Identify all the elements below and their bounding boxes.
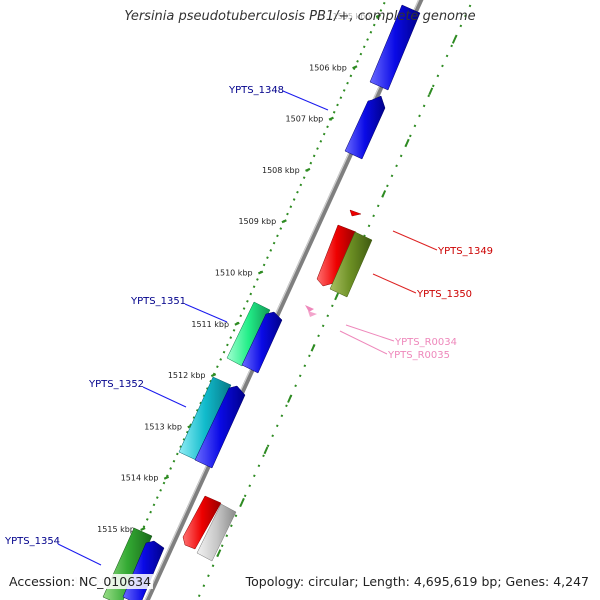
kbp-tick-label: 1512 kbp	[168, 371, 206, 380]
gene-label-ypts-1352[interactable]: YPTS_1352	[88, 379, 144, 390]
kbp-tick-label: 1505 kbp	[333, 12, 371, 21]
topology-text: Topology: circular; Length: 4,695,619 bp…	[243, 574, 591, 589]
outer-track-mark	[381, 190, 387, 198]
kbp-tick-mark	[210, 373, 217, 378]
cds-arrow-grey-lower[interactable]	[196, 503, 237, 562]
genome-backbone-highlight	[144, 0, 420, 600]
gene-label-ypts-1351[interactable]: YPTS_1351	[130, 296, 186, 307]
cds-arrow-ypts-1348[interactable]	[344, 95, 386, 160]
leader-ypts-r0034	[345, 324, 395, 342]
cds-arrow-ypts-1350-olive[interactable]	[329, 231, 373, 298]
genome-backbone	[144, 0, 424, 600]
leader-ypts-1349	[392, 230, 438, 251]
kbp-tick-mark	[352, 65, 358, 70]
kbp-tick-label: 1514 kbp	[121, 474, 159, 483]
cds-arrow-ypts-1351-aqua[interactable]	[226, 301, 271, 367]
leader-ypts-1352	[142, 386, 187, 408]
cds-arrow-ypts-1349[interactable]	[349, 209, 362, 217]
cds-arrow-ypts-1350-red[interactable]	[316, 224, 357, 287]
leader-ypts-1351	[184, 303, 228, 323]
kbp-tick-mark	[257, 270, 264, 275]
cds-arrow-red-lower[interactable]	[182, 495, 222, 550]
gene-label-ypts-r0035[interactable]: YPTS_R0035	[387, 350, 450, 361]
cds-arrow-top[interactable]	[369, 4, 421, 91]
kbp-tick-mark	[163, 475, 170, 480]
outer-track-mark	[216, 549, 222, 557]
leader-ypts-1348	[282, 90, 329, 111]
outer-track-mark	[428, 87, 434, 96]
kbp-tick-mark	[375, 13, 382, 19]
accession-text: Accession: NC_010634	[7, 574, 154, 589]
gene-label-ypts-1349[interactable]: YPTS_1349	[437, 246, 493, 257]
gene-label-ypts-1350[interactable]: YPTS_1350	[416, 289, 472, 300]
outer-track-mark	[451, 36, 457, 44]
rna-mark-ypts-r0034[interactable]	[305, 305, 314, 312]
kbp-tick-mark	[281, 219, 287, 224]
kbp-tick-label: 1509 kbp	[238, 217, 276, 226]
kbp-tick-mark	[234, 321, 240, 326]
label-leaders	[57, 90, 438, 566]
leader-ypts-r0035	[339, 330, 388, 355]
gene-labels: YPTS_1348 YPTS_1349 YPTS_1350 YPTS_R0034…	[4, 85, 493, 547]
gene-label-ypts-1348[interactable]: YPTS_1348	[228, 85, 284, 96]
outer-track-guide	[196, 0, 474, 600]
leader-ypts-1350	[372, 273, 417, 294]
outer-track-mark	[404, 138, 410, 147]
kbp-tick-mark	[305, 167, 311, 172]
kbp-tick-label: 1511 kbp	[191, 320, 229, 329]
outer-track-mark	[310, 343, 316, 352]
kbp-tick-label: 1510 kbp	[215, 269, 253, 278]
outer-track-mark	[263, 446, 269, 455]
cds-arrow-ypts-1351-blue[interactable]	[241, 311, 283, 374]
rna-mark-ypts-r0035[interactable]	[308, 311, 317, 317]
kbp-tick-label: 1508 kbp	[262, 166, 300, 175]
cds-arrow-ypts-1352-blue[interactable]	[194, 385, 246, 469]
kbp-tick-label: 1513 kbp	[144, 422, 182, 431]
kbp-tick-label: 1506 kbp	[309, 63, 347, 72]
leader-ypts-1354	[57, 543, 102, 566]
outer-track-mark	[334, 292, 340, 301]
kbp-tick-label: 1507 kbp	[286, 115, 324, 124]
genome-title: Yersinia pseudotuberculosis PB1/+, compl…	[124, 9, 476, 24]
gene-label-ypts-r0034[interactable]: YPTS_R0034	[394, 337, 457, 348]
outer-track-mark	[287, 395, 292, 403]
kbp-tick-mark	[140, 526, 146, 532]
kbp-tick-label: 1515 kbp	[97, 525, 135, 534]
outer-track-mark	[240, 497, 245, 506]
kbp-tick-mark	[328, 116, 334, 121]
gene-label-ypts-1354[interactable]: YPTS_1354	[4, 536, 60, 547]
